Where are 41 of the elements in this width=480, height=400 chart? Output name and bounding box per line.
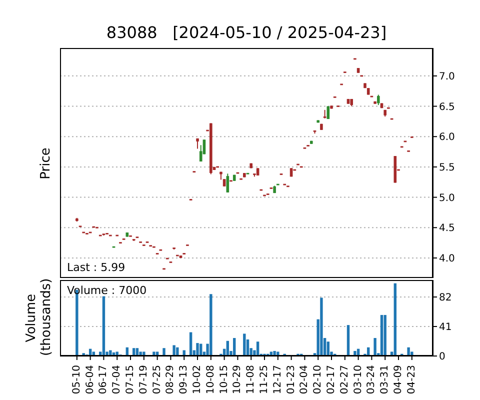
y-tick-label: 5.0 — [439, 192, 455, 204]
x-tick-label: 04-09 — [392, 365, 404, 394]
y-tick-label: 7.0 — [439, 71, 455, 82]
x-tick-label: 11-25 — [259, 365, 270, 394]
y-tick-label: 82 — [439, 292, 452, 304]
x-tick-label: 09-13 — [178, 365, 190, 394]
y-tick-label: 5.5 — [439, 162, 455, 174]
y-tick-label: 6.5 — [439, 102, 455, 113]
annotation: Last : 5.99 — [67, 261, 126, 274]
x-tick-label: 02-10 — [312, 365, 324, 394]
x-tick-label: 03-24 — [366, 365, 378, 394]
x-tick-label: 12-17 — [272, 365, 284, 394]
annotation: Volume : 7000 — [67, 284, 147, 297]
x-tick-label: 10-08 — [205, 365, 216, 394]
y-tick-label: 41 — [439, 322, 452, 334]
y-axis-title: Volume (thousands) — [24, 278, 54, 356]
x-tick-label: 11-08 — [246, 365, 257, 394]
x-tick-label: 08-29 — [165, 365, 176, 394]
y-tick-label: 4.5 — [439, 223, 455, 234]
x-tick-label: 10-15 — [218, 365, 230, 394]
x-tick-label: 04-23 — [406, 365, 418, 394]
x-tick-label: 03-31 — [380, 365, 391, 394]
x-tick-label: 07-19 — [138, 365, 150, 394]
x-tick-label: 10-29 — [232, 365, 244, 394]
x-tick-label: 02-04 — [299, 365, 310, 394]
x-tick-label: 07-25 — [152, 365, 163, 394]
x-tick-label: 07-04 — [112, 365, 123, 394]
y-tick-label: 6.0 — [439, 132, 455, 144]
y-axis-title: Price — [38, 146, 54, 181]
y-tick-label: 4.0 — [439, 254, 455, 265]
x-tick-label: 10-02 — [192, 365, 204, 394]
y-tick-label: 0 — [439, 352, 446, 363]
x-tick-label: 06-17 — [98, 365, 110, 394]
x-tick-label: 07-15 — [125, 365, 136, 394]
x-tick-label: 01-23 — [286, 365, 297, 394]
x-tick-label: 02-17 — [326, 365, 337, 394]
x-tick-label: 02-27 — [339, 365, 350, 394]
x-tick-label: 03-10 — [352, 365, 364, 394]
x-tick-label: 05-10 — [71, 365, 82, 394]
chart-title: 83088 [2024-05-10 / 2025-04-23] — [105, 23, 388, 42]
x-tick-label: 06-04 — [84, 365, 96, 394]
